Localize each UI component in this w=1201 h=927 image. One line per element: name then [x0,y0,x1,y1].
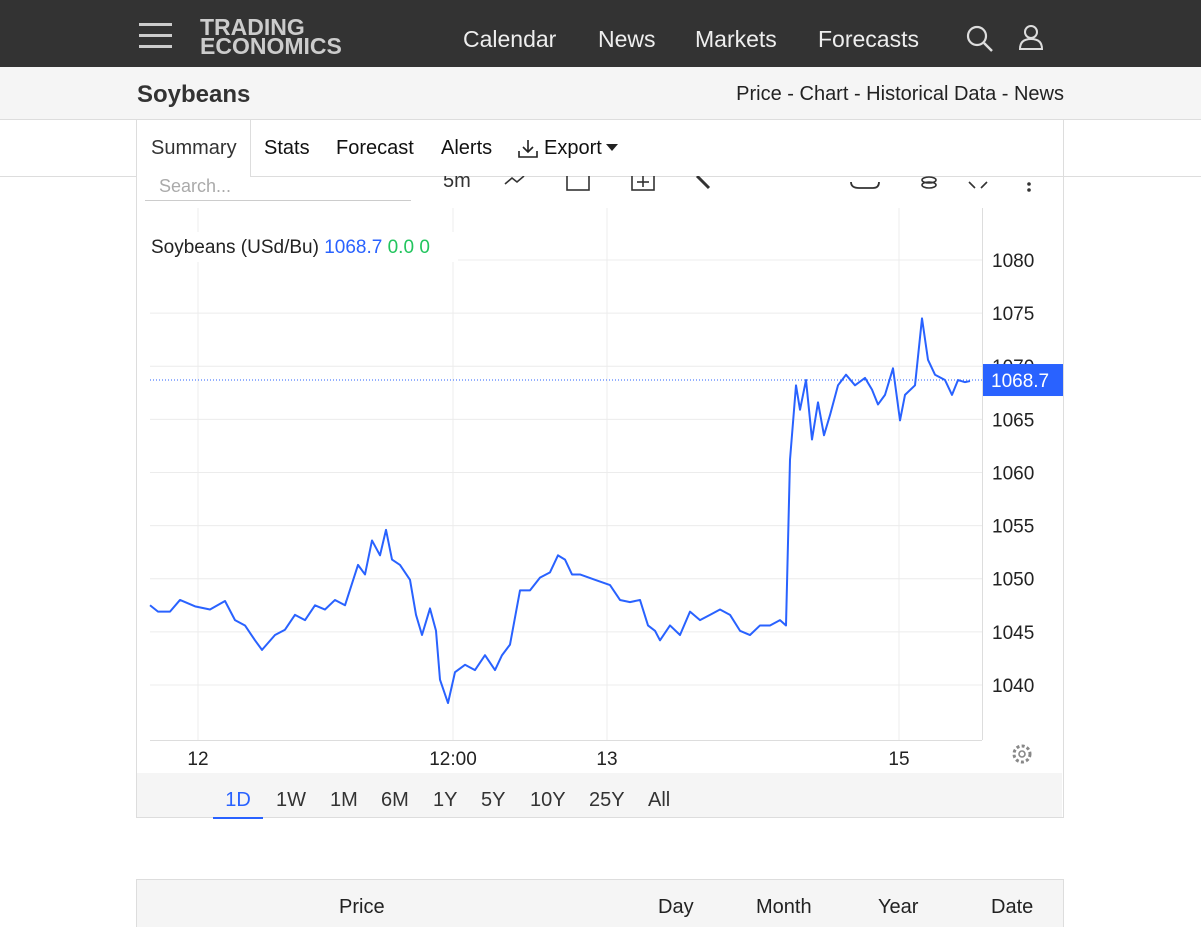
toolbar: 5m [137,176,1062,207]
user-icon[interactable] [1018,24,1046,52]
gear-hub [1018,750,1026,758]
active-tab [137,120,251,177]
range-button[interactable]: 25Y [589,789,625,811]
search-placeholder: Search... [159,176,232,196]
page-title: Soybeans [137,81,251,108]
legend-item: 0.0 [388,237,414,258]
x-tick-label: 12 [187,749,208,770]
y-tick-label: 1065 [992,410,1034,431]
legend-item: 1068.7 [324,237,382,258]
range-button[interactable]: 1M [330,789,358,811]
y-tick-label: 1060 [992,463,1034,484]
chart-container [136,120,1064,818]
logo-line: ECONOMICS [200,33,342,59]
tab-divider [0,176,1201,177]
range-button[interactable]: 10Y [530,789,566,811]
range-button[interactable]: 1W [276,789,306,811]
interval[interactable]: 5m [443,176,471,192]
navbar: TRADING ECONOMICS Calendar News Markets F… [0,0,1201,67]
column-header: Year [878,896,919,918]
search-box[interactable]: Search... [145,176,411,201]
tab[interactable]: Export [544,137,602,159]
nav-link[interactable]: Calendar [463,26,557,52]
tab[interactable]: Alerts [441,137,493,159]
range-button[interactable]: 1Y [433,789,458,811]
tab[interactable]: Summary [151,137,237,159]
settings-icon[interactable] [1012,744,1032,764]
price-tag-label: 1068.7 [991,371,1049,392]
range-button[interactable]: 5Y [481,789,506,811]
logo[interactable]: TRADING ECONOMICS [200,14,342,59]
column-header: Month [756,896,812,918]
nav-link[interactable]: Forecasts [818,26,919,52]
y-tick-label: 1080 [992,251,1034,272]
gear-ring [1012,744,1032,764]
table-header [136,879,1064,927]
export-icon [518,140,538,158]
price-line [149,317,971,705]
x-tick-label: 13 [596,749,617,770]
y-tick-label: 1040 [992,676,1034,697]
logo-line: TRADING [200,14,305,40]
header-links[interactable]: Price - Chart - Historical Data - News [736,83,1064,105]
dropdown-caret [606,144,618,151]
menu-icon[interactable] [139,22,173,50]
y-tick-label: 1045 [992,623,1034,644]
x-tick-label: 12:00 [429,749,477,770]
range-button[interactable]: 1D [213,789,263,819]
legend-item: 0 [419,237,430,258]
y-tick-label: 1075 [992,304,1034,325]
range-button[interactable]: All [648,789,671,811]
column-header: Price [339,896,385,918]
y-tick-label: 1050 [992,570,1034,591]
chart: 1040104510501055106010651070107510801212… [145,208,1063,770]
y-tick-label: 1055 [992,517,1034,538]
column-header: Day [658,896,694,918]
x-tick-label: 15 [888,749,909,770]
range-button[interactable]: 6M [381,789,409,811]
nav-link[interactable]: Markets [695,26,777,52]
search-icon[interactable] [966,25,994,53]
legend-item: Soybeans (USd/Bu) [151,237,319,258]
nav-link[interactable]: News [598,26,656,52]
legend-bg [145,232,458,262]
toolbar-icons [504,176,1031,192]
range-bar [137,773,1062,817]
tab[interactable]: Forecast [336,137,414,159]
tab[interactable]: Stats [264,137,310,159]
column-header: Date [991,896,1034,918]
price-tag [983,364,1063,397]
legend: Soybeans (USd/Bu) 1068.7 0.0 0 [151,237,430,258]
subheader: Soybeans Price - Chart - Historical Data… [0,67,1201,120]
